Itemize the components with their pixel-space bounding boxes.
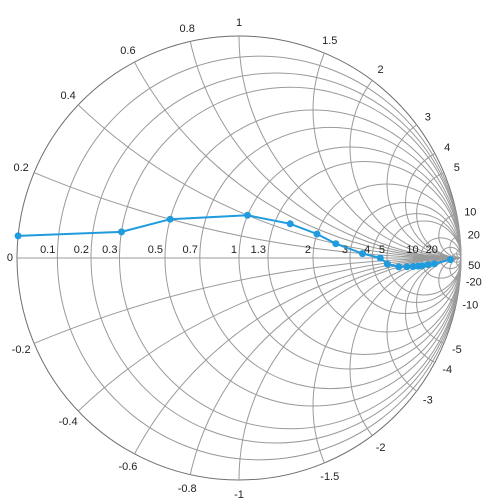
resistance-label-0p5: 0.5 xyxy=(148,244,163,256)
series-layer xyxy=(14,211,454,271)
reactance-arc-4 xyxy=(405,146,461,259)
resistance-label-0: 0 xyxy=(7,252,13,264)
resistance-label-4: 4 xyxy=(364,244,370,256)
reactance-arc-m5 xyxy=(416,257,461,348)
resistance-label-0p1: 0.1 xyxy=(40,244,55,256)
reactance-arc-3 xyxy=(386,109,461,259)
reactance-label-4: 4 xyxy=(444,142,450,154)
series-point-0-2[interactable] xyxy=(166,215,174,223)
series-point-0-1[interactable] xyxy=(118,228,125,236)
reactance-arc-1 xyxy=(238,36,461,259)
reactance-label-0p6: 0.6 xyxy=(120,45,135,57)
reactance-label-m20: -20 xyxy=(466,277,482,289)
resistance-label-0p3: 0.3 xyxy=(102,244,117,256)
series-point-0-8[interactable] xyxy=(376,254,384,262)
reactance-label-m0p4: -0.4 xyxy=(59,416,78,428)
reactance-label-0p2: 0.2 xyxy=(14,162,29,174)
reactance-arc-m0p6 xyxy=(90,257,461,480)
reactance-label-m0p6: -0.6 xyxy=(118,461,137,473)
resistance-label-1: 1 xyxy=(231,244,237,256)
reactance-label-1p5: 1.5 xyxy=(322,35,337,47)
reactance-label-1: 1 xyxy=(236,17,242,29)
reactance-arc-5 xyxy=(416,168,461,259)
reactance-label-m3: -3 xyxy=(423,395,433,407)
resistance-label-50: 50 xyxy=(468,260,480,272)
reactance-label-20: 20 xyxy=(468,229,480,241)
series-point-0-15[interactable] xyxy=(424,261,432,269)
reactance-label-5: 5 xyxy=(454,162,460,174)
reactance-label-0p8: 0.8 xyxy=(180,23,195,35)
reactance-label-m4: -4 xyxy=(442,364,452,376)
reactance-label-m1p5: -1.5 xyxy=(320,471,339,483)
series-point-0-16[interactable] xyxy=(431,260,438,268)
reactance-arc-m1 xyxy=(238,257,461,480)
series-point-0-9[interactable] xyxy=(384,260,391,268)
reactance-arc-1p5 xyxy=(312,36,461,259)
series-point-0-3[interactable] xyxy=(244,211,251,219)
resistance-label-1p3: 1.3 xyxy=(251,244,266,256)
reactance-label-m10: -10 xyxy=(462,300,478,312)
reactance-label-0p4: 0.4 xyxy=(60,90,75,102)
label-layer: 00.1 0.2 0.3 0.5 0.7 1 1.3 2 3 4 5 10 20500.2-0.20.4… xyxy=(7,17,482,500)
series-point-0-6[interactable] xyxy=(332,240,340,248)
series-point-0-11[interactable] xyxy=(403,263,411,271)
resistance-label-10: 10 xyxy=(406,244,418,256)
reactance-arc-m2 xyxy=(349,257,461,480)
reactance-label-m0p2: -0.2 xyxy=(12,344,31,356)
series-point-0-0[interactable] xyxy=(14,232,22,240)
reactance-label-10: 10 xyxy=(464,206,476,218)
series-point-0-14[interactable] xyxy=(418,262,426,270)
reactance-arc-2 xyxy=(349,36,461,259)
resistance-label-0p7: 0.7 xyxy=(183,244,198,256)
reactance-label-m0p8: -0.8 xyxy=(178,483,197,495)
reactance-arc-m0p8 xyxy=(183,257,461,480)
reactance-arc-0p4 xyxy=(17,36,461,259)
reactance-arc-m3 xyxy=(386,257,461,407)
series-point-0-4[interactable] xyxy=(286,220,294,228)
reactance-label-m2: -2 xyxy=(376,442,386,454)
resistance-label-5: 5 xyxy=(379,244,385,256)
series-point-0-5[interactable] xyxy=(313,230,321,238)
series-line-0 xyxy=(18,214,451,268)
series-point-0-7[interactable] xyxy=(359,250,366,258)
resistance-label-3: 3 xyxy=(342,244,348,256)
reactance-arc-0p2 xyxy=(17,36,461,259)
reactance-label-m5: -5 xyxy=(452,344,462,356)
reactance-arc-m1p5 xyxy=(312,257,461,480)
series-point-0-17[interactable] xyxy=(446,256,454,264)
reactance-arc-m4 xyxy=(405,257,461,370)
resistance-label-0p2: 0.2 xyxy=(74,244,89,256)
reactance-label-2: 2 xyxy=(378,64,384,76)
resistance-label-20: 20 xyxy=(426,244,438,256)
reactance-label-m1: -1 xyxy=(234,489,244,500)
resistance-label-2: 2 xyxy=(305,244,311,256)
reactance-label-3: 3 xyxy=(425,111,431,123)
series-point-0-10[interactable] xyxy=(395,263,403,271)
